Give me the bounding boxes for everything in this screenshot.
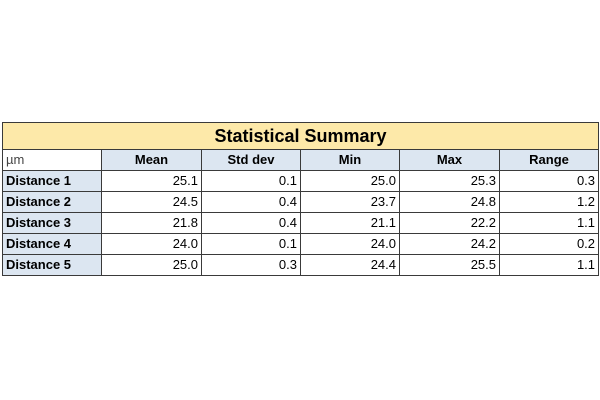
value-cell: 24.0 [300, 233, 400, 255]
value-cell: 0.4 [201, 212, 301, 234]
data-row: Distance 1 25.1 0.1 25.0 25.3 0.3 [2, 170, 600, 192]
value-cell: 0.4 [201, 191, 301, 213]
value-cell: 0.1 [201, 233, 301, 255]
data-row: Distance 4 24.0 0.1 24.0 24.2 0.2 [2, 233, 600, 255]
value-cell: 22.2 [399, 212, 500, 234]
value-cell: 21.1 [300, 212, 400, 234]
value-cell: 0.2 [498, 233, 600, 255]
value-cell: 0.3 [498, 170, 600, 192]
value-cell: 1.1 [498, 254, 600, 276]
value-cell: 24.5 [101, 191, 202, 213]
value-cell: 0.3 [201, 254, 301, 276]
column-header: Mean [101, 149, 202, 171]
data-row: Distance 3 21.8 0.4 21.1 22.2 1.1 [2, 212, 600, 234]
data-row: Distance 2 24.5 0.4 23.7 24.8 1.2 [2, 191, 600, 213]
value-cell: 1.2 [498, 191, 600, 213]
unit-label: µm [2, 149, 102, 171]
value-cell: 1.1 [498, 212, 600, 234]
value-cell: 24.0 [101, 233, 202, 255]
header-row: µm Mean Std dev Min Max Range [2, 149, 600, 171]
value-cell: 23.7 [300, 191, 400, 213]
column-header: Max [399, 149, 500, 171]
column-header: Range [498, 149, 600, 171]
row-header: Distance 4 [2, 233, 102, 255]
row-header: Distance 5 [2, 254, 102, 276]
value-cell: 24.4 [300, 254, 400, 276]
title-row: Statistical Summary [1, 122, 600, 150]
row-header: Distance 2 [2, 191, 102, 213]
column-header: Std dev [201, 149, 301, 171]
value-cell: 24.2 [399, 233, 500, 255]
value-cell: 25.0 [300, 170, 400, 192]
summary-table: Statistical Summary µm Mean Std dev Min Max R… [1, 122, 600, 276]
row-header: Distance 3 [2, 212, 102, 234]
value-cell: 25.0 [101, 254, 202, 276]
data-row: Distance 5 25.0 0.3 24.4 25.5 1.1 [2, 254, 600, 276]
value-cell: 24.8 [399, 191, 500, 213]
table-body: Statistical Summary µm Mean Std dev Min Max R… [1, 122, 600, 276]
value-cell: 0.1 [201, 170, 301, 192]
value-cell: 25.1 [101, 170, 202, 192]
row-header: Distance 1 [2, 170, 102, 192]
value-cell: 25.3 [399, 170, 500, 192]
column-header: Min [300, 149, 400, 171]
value-cell: 21.8 [101, 212, 202, 234]
value-cell: 25.5 [399, 254, 500, 276]
table-title: Statistical Summary [1, 122, 600, 150]
summary-table-wrap: Statistical Summary µm Mean Std dev Min Max R… [1, 122, 600, 276]
